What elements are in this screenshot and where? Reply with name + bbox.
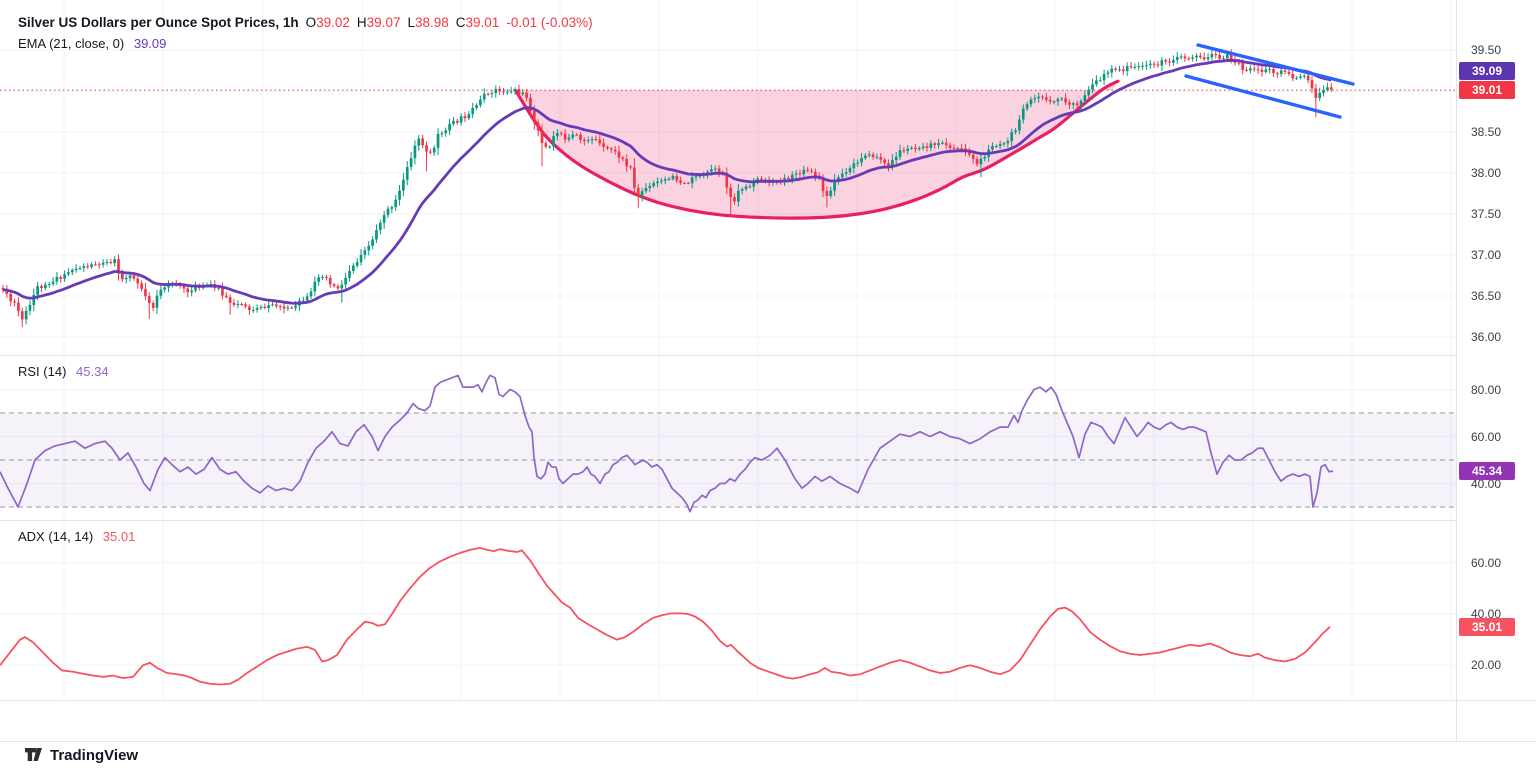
- symbol-title: Silver US Dollars per Ounce Spot Prices,…: [18, 15, 299, 30]
- adx-tick-60.00: 60.00: [1471, 555, 1502, 570]
- price-axis-separator: [1456, 0, 1457, 741]
- ohlc-value-L: 38.98: [414, 15, 449, 30]
- cup-pattern-fill: [516, 81, 1118, 219]
- price-scale-axis[interactable]: 39.50 38.50 38.00 37.50 37.00 36.50 36.00 80.00…: [1457, 0, 1536, 741]
- adx-tick-20.00: 20.00: [1471, 658, 1502, 673]
- panel-separator-adx[interactable]: [0, 520, 1456, 521]
- symbol-title-row[interactable]: Silver US Dollars per Ounce Spot Prices,…: [18, 12, 593, 33]
- ohlc-value-O: 39.02: [316, 15, 350, 30]
- adx-tick-40.00: 40.00: [1471, 607, 1502, 621]
- ema-legend-label: EMA (21, close, 0): [18, 36, 125, 51]
- price-tick-39.50: 39.50: [1471, 43, 1502, 57]
- adx-legend-row[interactable]: ADX (14, 14) 35.01: [18, 529, 135, 544]
- price-tick-38.00: 38.00: [1471, 166, 1502, 180]
- price-tick-36.50: 36.50: [1471, 289, 1502, 303]
- time-axis-separator: [0, 700, 1536, 701]
- adx-legend-value: 35.01: [102, 529, 136, 544]
- rsi-line: [0, 374, 1334, 513]
- chart-canvas[interactable]: [0, 0, 1536, 741]
- ema-legend-row[interactable]: EMA (21, close, 0) 39.09: [18, 33, 593, 54]
- change-value: -0.01 (-0.03%): [506, 15, 593, 30]
- ohlc-key-C: C: [455, 15, 466, 30]
- rsi-legend-label: RSI (14): [18, 364, 67, 379]
- rsi-value-badge: 45.34: [1459, 461, 1515, 480]
- channel-line-lower: [1184, 74, 1342, 119]
- price-tick-37.00: 37.00: [1471, 248, 1502, 262]
- ohlc-key-H: H: [356, 15, 367, 30]
- rsi-tick-80.00: 80.00: [1471, 382, 1502, 397]
- tradingview-logo-icon: [25, 748, 42, 761]
- channel-line-upper: [1196, 43, 1355, 86]
- ohlc-values: O39.02 H39.07 L38.98 C39.01: [299, 15, 500, 30]
- ohlc-value-H: 39.07: [366, 15, 401, 30]
- cup-pattern-arc: [514, 79, 1120, 220]
- ohlc-key-L: L: [407, 15, 415, 30]
- rsi-legend-value: 45.34: [76, 364, 109, 379]
- ema-price-badge: 39.09: [1459, 62, 1515, 81]
- tradingview-logo-text: TradingView: [50, 747, 139, 764]
- rsi-tick-40.00: 40.00: [1471, 476, 1502, 491]
- panel-separator-rsi[interactable]: [0, 355, 1456, 356]
- ohlc-key-O: O: [305, 15, 317, 30]
- gridlines: [0, 0, 1456, 700]
- symbol-header: Silver US Dollars per Ounce Spot Prices,…: [18, 12, 593, 54]
- rsi-legend-row[interactable]: RSI (14) 45.34: [18, 364, 109, 379]
- rsi-tick-60.00: 60.00: [1471, 429, 1502, 444]
- last-price-badge: 39.01: [1459, 81, 1515, 100]
- adx-legend-label: ADX (14, 14): [18, 529, 94, 544]
- bottom-separator: [0, 741, 1536, 742]
- price-tick-38.50: 38.50: [1471, 125, 1502, 139]
- ohlc-value-C: 39.01: [465, 15, 500, 30]
- adx-value-badge: 35.01: [1459, 617, 1515, 636]
- time-axis[interactable]: 8910111215161718192223242526: [0, 701, 1456, 741]
- ema-legend-value: 39.09: [133, 36, 167, 51]
- adx-line: [0, 546, 1331, 686]
- tradingview-watermark[interactable]: TradingView: [24, 746, 138, 765]
- price-tick-37.50: 37.50: [1471, 207, 1502, 221]
- ema-line: [2, 58, 1332, 305]
- price-tick-36.00: 36.00: [1471, 330, 1502, 344]
